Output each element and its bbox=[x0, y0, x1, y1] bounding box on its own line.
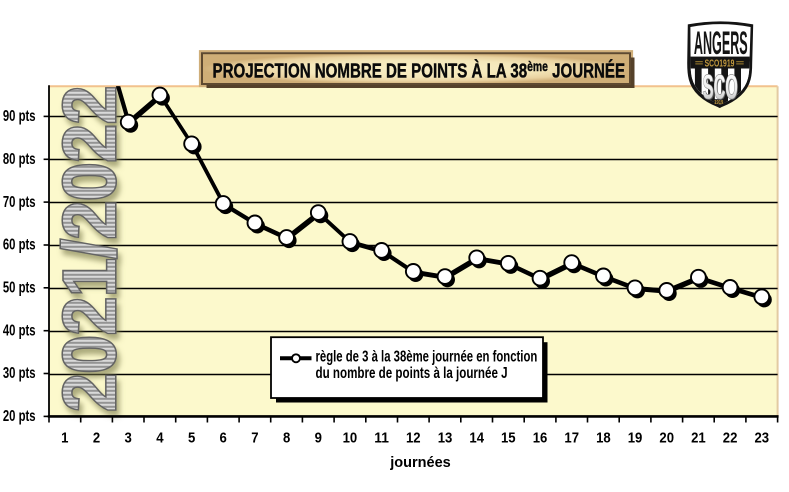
svg-text:3: 3 bbox=[125, 429, 132, 446]
svg-text:PROJECTION NOMBRE DE POINTS À: PROJECTION NOMBRE DE POINTS À LA 38ème J… bbox=[213, 58, 626, 82]
svg-text:5: 5 bbox=[188, 429, 195, 446]
svg-text:20 pts: 20 pts bbox=[3, 408, 36, 425]
svg-text:7: 7 bbox=[251, 429, 258, 446]
svg-text:SCO1919: SCO1919 bbox=[705, 58, 735, 69]
svg-text:16: 16 bbox=[533, 429, 548, 446]
svg-text:20: 20 bbox=[659, 429, 674, 446]
svg-text:2021/2022: 2021/2022 bbox=[48, 86, 131, 412]
svg-text:du nombre de points à la journ: du nombre de points à la journée J bbox=[316, 365, 508, 382]
svg-text:10: 10 bbox=[343, 429, 358, 446]
svg-text:15: 15 bbox=[501, 429, 516, 446]
svg-text:90 pts: 90 pts bbox=[3, 108, 36, 125]
svg-text:60 pts: 60 pts bbox=[3, 237, 36, 254]
svg-text:21: 21 bbox=[691, 429, 706, 446]
svg-text:40 pts: 40 pts bbox=[3, 322, 36, 339]
svg-text:18: 18 bbox=[596, 429, 611, 446]
svg-text:23: 23 bbox=[755, 429, 770, 446]
svg-text:règle de 3 à la 38ème journée: règle de 3 à la 38ème journée en fonctio… bbox=[316, 348, 538, 365]
svg-text:19: 19 bbox=[628, 429, 643, 446]
svg-text:6: 6 bbox=[220, 429, 227, 446]
svg-text:80 pts: 80 pts bbox=[3, 151, 36, 168]
svg-text:22: 22 bbox=[723, 429, 738, 446]
svg-text:2: 2 bbox=[93, 429, 100, 446]
svg-text:14: 14 bbox=[469, 429, 484, 446]
svg-text:1919: 1919 bbox=[714, 100, 723, 106]
svg-text:8: 8 bbox=[283, 429, 290, 446]
svg-text:13: 13 bbox=[438, 429, 453, 446]
svg-text:70 pts: 70 pts bbox=[3, 194, 36, 211]
svg-text:4: 4 bbox=[156, 429, 164, 446]
svg-text:12: 12 bbox=[406, 429, 421, 446]
svg-text:journées: journées bbox=[389, 455, 450, 471]
svg-text:30 pts: 30 pts bbox=[3, 365, 36, 382]
svg-text:1: 1 bbox=[61, 429, 68, 446]
svg-text:SCO: SCO bbox=[703, 68, 738, 106]
svg-text:ANGERS: ANGERS bbox=[694, 25, 748, 61]
svg-text:17: 17 bbox=[564, 429, 579, 446]
svg-text:50 pts: 50 pts bbox=[3, 280, 36, 297]
svg-text:11: 11 bbox=[374, 429, 389, 446]
svg-text:9: 9 bbox=[315, 429, 322, 446]
svg-text:SCO: SCO bbox=[704, 70, 739, 108]
